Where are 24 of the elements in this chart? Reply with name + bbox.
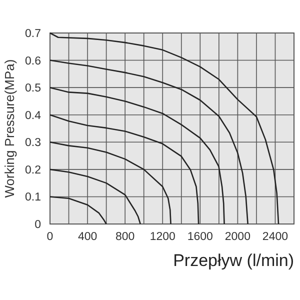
line-series [49, 196, 107, 225]
y-tick-label: 0.5 [25, 82, 41, 95]
x-axis-title: Przepływ (l/min) [173, 251, 294, 270]
x-tick-label: 400 [78, 231, 98, 243]
x-tick-label: 1200 [150, 231, 176, 243]
x-tick-label: 2000 [224, 231, 250, 243]
line-series [49, 32, 280, 225]
y-tick-label: 0.7 [25, 28, 41, 40]
y-tick-label: 0.3 [25, 137, 41, 150]
line-series [49, 141, 172, 225]
x-tick-label: 800 [115, 231, 135, 243]
y-tick-label: 0.6 [25, 55, 41, 68]
y-tick-label: 0 [34, 219, 41, 231]
y-tick-label: 0.2 [25, 164, 41, 176]
line-series [49, 114, 200, 225]
x-tick-label: 0 [46, 231, 54, 243]
line-series [49, 60, 248, 225]
x-tick-label: 2400 [262, 231, 288, 243]
y-axis-title: Working Pressure(MPa) [2, 59, 17, 198]
x-tick-label: 1600 [187, 231, 213, 243]
line-series [49, 168, 142, 225]
line-series [49, 86, 225, 225]
y-tick-label: 0.1 [25, 192, 41, 204]
y-tick-label: 0.4 [25, 110, 42, 122]
